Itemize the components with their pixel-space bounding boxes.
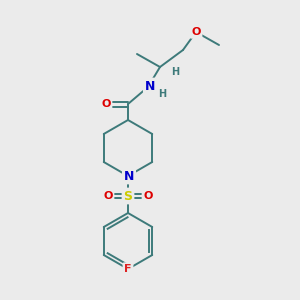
Text: H: H xyxy=(158,89,166,99)
Text: N: N xyxy=(145,80,155,92)
Text: O: O xyxy=(103,191,113,201)
Text: H: H xyxy=(171,67,179,77)
Text: O: O xyxy=(143,191,153,201)
Text: N: N xyxy=(124,169,134,182)
Text: O: O xyxy=(101,99,111,109)
Text: O: O xyxy=(191,27,201,37)
Text: F: F xyxy=(124,264,132,274)
Text: S: S xyxy=(124,190,133,202)
